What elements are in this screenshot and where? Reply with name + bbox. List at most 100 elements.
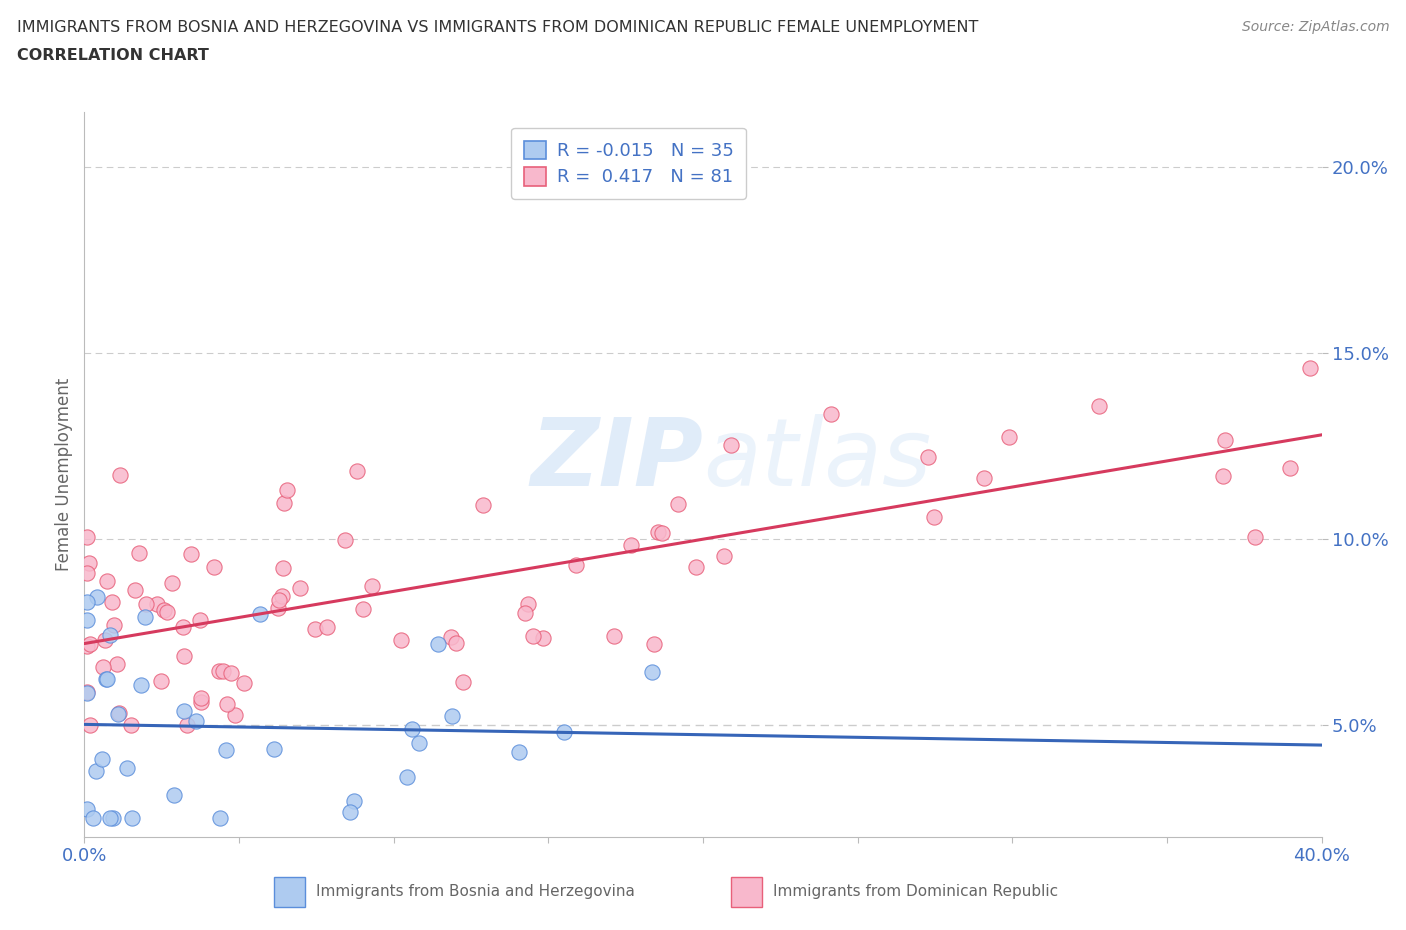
- Point: [215, 742, 238, 757]
- Point: [100, 594, 122, 609]
- Point: [1212, 469, 1234, 484]
- Point: [352, 602, 374, 617]
- Point: [263, 741, 285, 756]
- Point: [146, 596, 169, 611]
- Point: [190, 695, 212, 710]
- Point: [720, 437, 742, 452]
- Point: [553, 725, 575, 740]
- Point: [266, 601, 288, 616]
- Point: [150, 673, 173, 688]
- Point: [271, 560, 294, 575]
- Point: [1088, 399, 1111, 414]
- Point: [202, 560, 225, 575]
- Y-axis label: Female Unemployment: Female Unemployment: [55, 378, 73, 571]
- Point: [346, 464, 368, 479]
- Point: [105, 657, 128, 671]
- Point: [121, 811, 143, 826]
- Text: Immigrants from Bosnia and Herzegovina: Immigrants from Bosnia and Herzegovina: [316, 884, 636, 899]
- Point: [215, 697, 238, 711]
- Point: [173, 649, 195, 664]
- Point: [79, 636, 101, 651]
- Point: [184, 713, 207, 728]
- Point: [440, 709, 463, 724]
- Point: [647, 525, 669, 539]
- Point: [471, 498, 494, 512]
- Point: [316, 619, 339, 634]
- Point: [304, 621, 326, 636]
- Text: atlas: atlas: [703, 414, 931, 505]
- Point: [233, 675, 256, 690]
- Point: [115, 761, 138, 776]
- Point: [162, 788, 184, 803]
- Point: [176, 718, 198, 733]
- Point: [93, 659, 115, 674]
- Text: IMMIGRANTS FROM BOSNIA AND HERZEGOVINA VS IMMIGRANTS FROM DOMINICAN REPUBLIC FEM: IMMIGRANTS FROM BOSNIA AND HERZEGOVINA V…: [17, 20, 979, 35]
- Point: [603, 629, 626, 644]
- Point: [973, 471, 995, 485]
- Point: [209, 811, 232, 826]
- Point: [339, 805, 361, 820]
- Point: [107, 705, 129, 720]
- Point: [79, 718, 101, 733]
- Point: [513, 605, 536, 620]
- Point: [917, 449, 939, 464]
- Point: [444, 635, 467, 650]
- Point: [208, 663, 231, 678]
- Point: [565, 557, 588, 572]
- Point: [76, 639, 98, 654]
- Point: [82, 811, 104, 826]
- Point: [335, 532, 357, 547]
- Point: [651, 525, 673, 540]
- Point: [342, 793, 364, 808]
- Point: [107, 707, 129, 722]
- Legend: R = -0.015   N = 35, R =  0.417   N = 81: R = -0.015 N = 35, R = 0.417 N = 81: [512, 128, 747, 199]
- Point: [508, 745, 530, 760]
- Point: [76, 613, 98, 628]
- Point: [290, 580, 312, 595]
- Point: [86, 590, 108, 604]
- Point: [91, 751, 114, 766]
- Point: [641, 664, 664, 679]
- Point: [820, 406, 842, 421]
- Point: [152, 603, 174, 618]
- Point: [666, 497, 689, 512]
- Point: [135, 597, 157, 612]
- Point: [98, 811, 121, 826]
- Point: [620, 538, 643, 552]
- Point: [643, 636, 665, 651]
- Point: [77, 555, 100, 570]
- Point: [94, 632, 117, 647]
- Point: [361, 579, 384, 594]
- Point: [84, 764, 107, 778]
- Point: [101, 811, 124, 826]
- Point: [134, 610, 156, 625]
- Point: [426, 636, 449, 651]
- Point: [1299, 361, 1322, 376]
- Point: [129, 678, 152, 693]
- Point: [190, 691, 212, 706]
- Point: [1278, 460, 1301, 475]
- Point: [276, 482, 298, 497]
- Point: [76, 529, 98, 544]
- Point: [96, 574, 118, 589]
- Point: [76, 565, 98, 580]
- Point: [94, 671, 117, 686]
- Point: [172, 620, 194, 635]
- Point: [98, 628, 121, 643]
- Point: [156, 604, 179, 619]
- Point: [713, 549, 735, 564]
- Point: [517, 597, 540, 612]
- Point: [922, 510, 945, 525]
- Text: Immigrants from Dominican Republic: Immigrants from Dominican Republic: [773, 884, 1059, 899]
- Point: [395, 769, 418, 784]
- Point: [389, 632, 412, 647]
- Point: [188, 613, 211, 628]
- Point: [96, 672, 118, 687]
- Point: [76, 594, 98, 609]
- Point: [179, 547, 201, 562]
- Point: [103, 618, 125, 632]
- Point: [110, 468, 132, 483]
- Point: [273, 496, 295, 511]
- Point: [1213, 432, 1236, 447]
- Text: Source: ZipAtlas.com: Source: ZipAtlas.com: [1241, 20, 1389, 34]
